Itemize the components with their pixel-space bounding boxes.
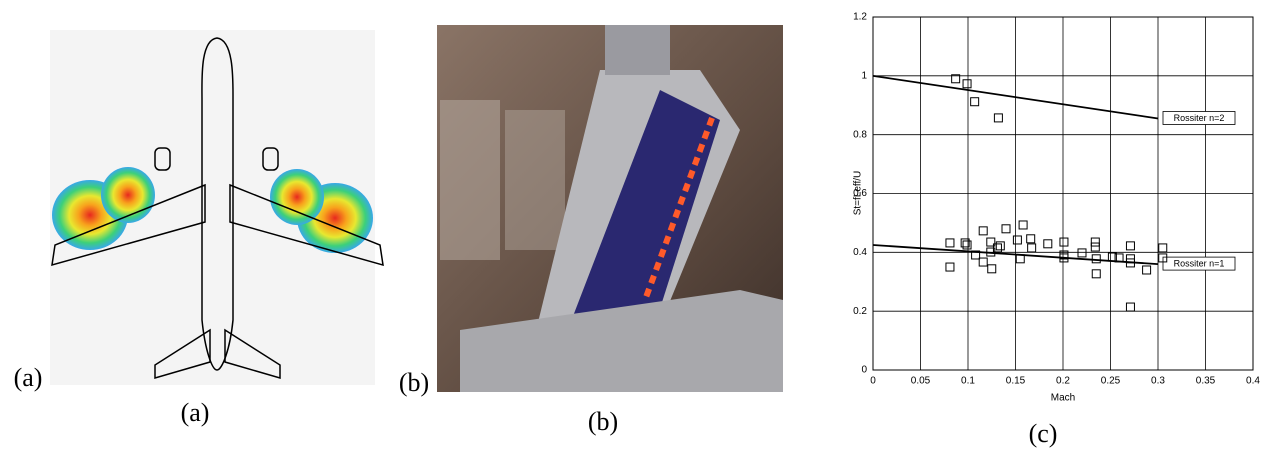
annotation-box [1162,111,1236,125]
data-point [951,74,961,84]
data-point [1018,220,1028,230]
x-tick-label: 0.1 [961,376,975,387]
x-tick-label: 0.05 [911,376,931,387]
y-tick-label: 1.2 [853,12,867,23]
data-point [1107,252,1117,262]
data-point [986,237,996,247]
base [460,290,783,392]
data-point [1027,243,1037,253]
panel-label: (c) [1029,419,1058,448]
data-point [987,264,997,274]
y-tick-label: 1 [861,70,867,81]
sensor-strip [642,116,715,302]
data-point [1026,234,1036,244]
y-tick-label: 0.6 [853,188,867,199]
data-point [978,257,988,267]
y-tick-label: 0.4 [853,247,867,258]
window [440,100,500,260]
data-point [1142,265,1152,275]
x-axis-label: Mach [1051,393,1075,404]
data-point [1059,253,1069,263]
data-point [995,241,1005,251]
data-point [960,238,970,248]
rossiter-line [872,74,1159,120]
data-point [1077,248,1087,258]
panel-label: (b) [399,368,429,397]
x-tick-label: 0.4 [1246,376,1260,387]
data-point [1001,224,1011,234]
panel-a [50,30,384,385]
data-point [1091,269,1101,279]
y-tick-label: 0.8 [853,129,867,140]
mount [605,25,670,75]
data-point [1158,253,1168,263]
airplane [51,37,384,379]
y-tick-label: 0 [861,365,867,376]
data-point [962,79,972,89]
x-tick-label: 0.25 [1101,376,1121,387]
annotation: Rossiter n=2 [1174,113,1225,123]
data-point [1125,241,1135,251]
heat-blob [101,167,155,223]
annotation: Rossiter n=1 [1174,258,1225,268]
panel-label: (b) [588,407,618,436]
panel-label: (a) [181,398,210,427]
panel-label: (a) [14,363,43,392]
data-point [945,238,955,248]
panel-b [437,25,783,392]
data-point [945,262,955,272]
x-tick-label: 0 [870,376,876,387]
x-tick-label: 0.15 [1006,376,1026,387]
annotation-box [1162,256,1236,271]
data-point [1012,235,1022,245]
y-tick-label: 0.2 [853,306,867,317]
data-point [1090,237,1100,247]
data-point [978,226,988,236]
x-tick-label: 0.35 [1196,376,1216,387]
x-tick-label: 0.3 [1151,376,1165,387]
y-axis-label: St=fLeff/U [853,171,864,216]
data-point [962,240,972,250]
heat-blob [270,169,324,225]
fin-panel [560,90,720,350]
window [505,110,565,250]
x-tick-label: 0.2 [1056,376,1070,387]
data-point [1114,253,1124,263]
data-point [1091,254,1101,264]
data-point [970,97,980,107]
data-point [1059,237,1069,247]
data-point [1090,242,1100,252]
data-point [1125,258,1135,268]
data-point [1043,239,1053,249]
data-point [971,250,981,260]
data-point [992,243,1002,253]
data-point [1015,254,1025,264]
data-point [1125,302,1135,312]
data-point [993,113,1003,123]
data-point [1158,243,1168,253]
